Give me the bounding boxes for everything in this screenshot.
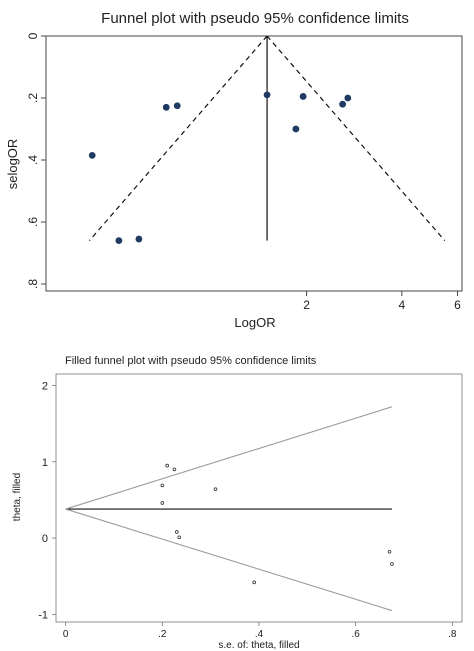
x-tick-label: .6 xyxy=(351,629,360,640)
study-point xyxy=(115,237,123,245)
filled-funnel-plot-bottom: Filled funnel plot with pseudo 95% confi… xyxy=(12,355,463,651)
study-point xyxy=(172,467,177,472)
study-point xyxy=(165,463,169,468)
study-point xyxy=(339,100,347,108)
x-axis-label: LogOR xyxy=(234,315,275,330)
study-point xyxy=(135,235,143,243)
y-tick-label: 0 xyxy=(26,32,40,39)
y-axis-label: selogOR xyxy=(5,139,20,190)
y-tick-label: .8 xyxy=(26,279,40,289)
x-tick-label: .8 xyxy=(448,629,457,640)
x-tick-label: .4 xyxy=(255,629,264,640)
y-tick-label: 2 xyxy=(42,380,48,392)
y-tick-label: .4 xyxy=(26,155,40,165)
study-point xyxy=(173,102,181,110)
y-tick-label: 0 xyxy=(42,533,48,545)
funnel-plot-top: Funnel plot with pseudo 95% confidence l… xyxy=(5,10,463,330)
x-axis: 2 4 6 xyxy=(303,291,461,312)
x-tick-label: 6 xyxy=(454,298,461,312)
y-axis-label: theta, filled xyxy=(12,473,23,521)
study-point xyxy=(387,549,392,554)
y-tick-label: 1 xyxy=(42,457,48,469)
study-point xyxy=(88,151,96,159)
data-points xyxy=(88,91,352,245)
y-tick-label: -1 xyxy=(38,609,48,621)
y-axis: -1 0 1 2 xyxy=(38,380,56,621)
study-point xyxy=(263,91,271,99)
lower-confidence-limit xyxy=(88,35,268,241)
y-axis: 0 .2 .4 .6 .8 xyxy=(26,32,46,289)
x-tick-label: 2 xyxy=(303,298,310,312)
study-point xyxy=(344,94,352,102)
x-tick-label: 0 xyxy=(63,629,69,640)
funnel-lines xyxy=(65,406,393,612)
study-point xyxy=(160,483,165,488)
study-point xyxy=(177,535,182,540)
upper-confidence-limit xyxy=(266,35,446,241)
y-tick-label: .6 xyxy=(26,217,40,227)
study-point xyxy=(299,93,307,100)
study-point xyxy=(160,501,165,505)
chart-title: Filled funnel plot with pseudo 95% confi… xyxy=(65,355,317,367)
x-axis-label: s.e. of: theta, filled xyxy=(218,640,299,651)
y-tick-label: .2 xyxy=(26,93,40,103)
x-tick-label: 4 xyxy=(398,298,405,312)
plot-frame xyxy=(55,373,463,623)
study-point xyxy=(162,103,170,111)
data-points xyxy=(160,463,394,585)
lower-confidence-limit xyxy=(65,508,393,612)
study-point xyxy=(292,125,300,133)
chart-title: Funnel plot with pseudo 95% confidence l… xyxy=(101,10,409,27)
plot-frame xyxy=(45,35,463,292)
x-tick-label: .2 xyxy=(158,629,167,640)
funnel-lines xyxy=(88,35,446,241)
x-axis: 0 .2 .4 .6 .8 xyxy=(63,622,457,640)
study-point xyxy=(252,580,256,585)
study-point xyxy=(175,530,179,534)
study-point xyxy=(213,487,218,492)
study-point xyxy=(390,562,394,566)
upper-confidence-limit xyxy=(65,406,393,510)
